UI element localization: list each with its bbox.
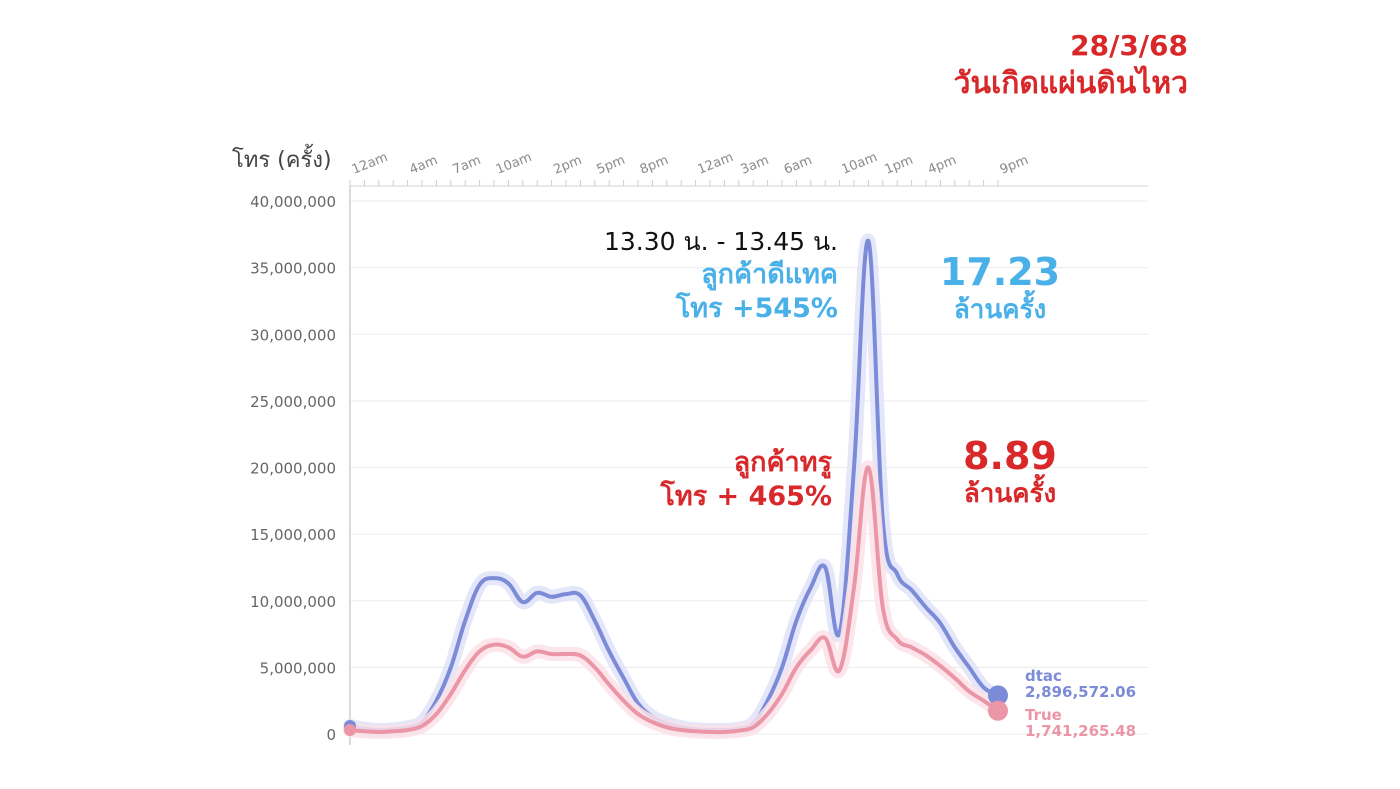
true-peak-value: 8.89 ล้านครั้ง — [940, 434, 1080, 510]
dtac-annotation-line2: โทร +545% — [675, 293, 838, 324]
headline-date: 28/3/68 — [1070, 29, 1188, 62]
true-annotation: ลูกค้าทรู โทร + 465% — [600, 446, 832, 514]
x-tick-labels: 12am 4am 7am 10am 2pm 5pm 8pm 12am 3am 6am 10am 1pm… — [350, 150, 1031, 178]
x-tick-label: 12am — [350, 150, 390, 178]
series-end-marker-true — [988, 700, 1008, 721]
x-tick-label: 12am — [695, 150, 735, 178]
x-tick-label: 5pm — [595, 153, 628, 178]
series-end-markers — [344, 685, 1008, 737]
true-annotation-line1: ลูกค้าทรู — [733, 447, 832, 478]
true-end-value: 1,741,265.48 — [1025, 722, 1137, 740]
true-annotation-line2: โทร + 465% — [660, 481, 832, 512]
true-series-name: True — [1025, 706, 1062, 724]
x-tick-label: 10am — [839, 150, 879, 178]
x-tick-label: 9pm — [998, 153, 1031, 178]
y-tick-label: 0 — [326, 726, 336, 744]
x-tick-label: 1pm — [883, 153, 916, 178]
dtac-end-value: 2,896,572.06 — [1025, 683, 1137, 701]
x-tick-label: 4am — [407, 153, 439, 178]
y-axis-title: โทร (ครั้ง) — [232, 148, 332, 173]
x-tick-label: 7am — [451, 153, 483, 178]
headline: 28/3/68 วันเกิดแผ่นดินไหว — [954, 28, 1188, 104]
series-end-marker-dtac — [988, 685, 1008, 706]
series-line-true — [348, 465, 1000, 735]
dtac-annotation: ลูกค้าดีแทค โทร +545% — [600, 258, 838, 326]
series-lines — [343, 233, 1005, 740]
y-tick-label: 30,000,000 — [250, 326, 336, 344]
peak-time-range: 13.30 น. - 13.45 น. — [603, 227, 838, 256]
x-tick-label: 3am — [739, 153, 771, 178]
dtac-annotation-line1: ลูกค้าดีแทค — [701, 259, 838, 290]
series-start-marker-true — [344, 724, 356, 737]
y-tick-label: 5,000,000 — [260, 659, 336, 677]
headline-event: วันเกิดแผ่นดินไหว — [953, 66, 1188, 101]
y-tick-label: 40,000,000 — [250, 193, 336, 211]
y-tick-labels: 0 5,000,000 10,000,000 15,000,000 20,000,000… — [250, 193, 336, 744]
y-tick-label: 10,000,000 — [250, 593, 336, 611]
y-tick-label: 25,000,000 — [250, 393, 336, 411]
grid-lines — [349, 186, 1148, 745]
x-minor-ticks — [349, 180, 1148, 187]
true-peak-number: 8.89 — [963, 434, 1057, 478]
dtac-series-name: dtac — [1025, 667, 1062, 685]
x-tick-label: 10am — [494, 150, 534, 178]
dtac-peak-number: 17.23 — [939, 250, 1061, 294]
true-end-label: True 1,741,265.48 — [1025, 707, 1136, 739]
dtac-end-label: dtac 2,896,572.06 — [1025, 668, 1136, 700]
dtac-peak-unit: ล้านครั้ง — [953, 295, 1047, 325]
y-tick-label: 15,000,000 — [250, 526, 336, 544]
x-tick-label: 4pm — [926, 153, 959, 178]
y-tick-label: 20,000,000 — [250, 460, 336, 478]
dtac-peak-value: 17.23 ล้านครั้ง — [930, 250, 1070, 326]
y-tick-label: 35,000,000 — [250, 260, 336, 278]
true-peak-unit: ล้านครั้ง — [963, 479, 1057, 509]
x-tick-label: 2pm — [551, 153, 584, 178]
x-tick-label: 8pm — [638, 153, 671, 178]
x-tick-label: 6am — [782, 153, 814, 178]
